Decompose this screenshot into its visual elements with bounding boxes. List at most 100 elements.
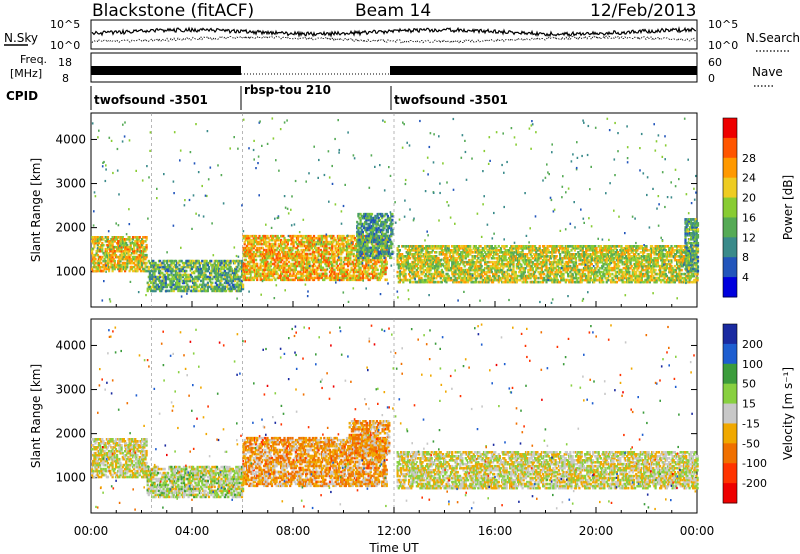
range-cell [215, 283, 219, 287]
range-cell [268, 246, 271, 250]
range-cell [264, 268, 267, 272]
range-cell [181, 267, 184, 271]
range-cell [261, 258, 264, 262]
range-cell [99, 259, 102, 263]
range-cell [543, 272, 546, 276]
range-cell [204, 265, 207, 269]
range-cell [236, 281, 239, 285]
range-cell [285, 262, 288, 266]
range-cell [133, 261, 136, 265]
range-cell [302, 266, 305, 270]
range-cell [276, 256, 279, 260]
range-cell [309, 276, 312, 280]
range-cell [159, 265, 162, 269]
range-cell [238, 279, 241, 283]
noise-search-trace [91, 35, 697, 44]
range-cell [230, 279, 233, 283]
range-cell [218, 259, 221, 263]
range-cell [92, 259, 95, 263]
range-cell [317, 248, 320, 252]
range-cell [294, 274, 297, 278]
range-cell [114, 245, 118, 249]
range-cell [286, 274, 289, 278]
range-cell [184, 285, 187, 289]
range-cell [574, 253, 578, 256]
range-cell [301, 278, 304, 282]
range-cell [184, 273, 187, 277]
range-cell [309, 242, 312, 246]
range-cell [284, 238, 287, 242]
range-cell [189, 285, 192, 289]
range-cell [295, 262, 299, 266]
range-cell [298, 262, 301, 266]
range-cell [250, 240, 253, 244]
range-cell [293, 252, 296, 256]
range-cell [129, 267, 132, 271]
range-cell [301, 264, 304, 268]
range-cell [113, 236, 116, 239]
range-cell [300, 262, 303, 266]
range-cell [193, 283, 196, 287]
range-cell [312, 242, 316, 246]
range-cell [152, 281, 155, 285]
range-cell [268, 248, 271, 252]
range-cell [449, 276, 453, 280]
range-cell [283, 276, 286, 280]
range-cell [195, 267, 198, 271]
range-cell [193, 263, 196, 267]
range-cell [185, 279, 188, 283]
range-cell [314, 276, 317, 280]
range-cell [267, 276, 270, 280]
range-cell [278, 256, 282, 260]
range-cell [220, 277, 223, 281]
range-cell [187, 261, 190, 265]
range-cell [281, 276, 284, 280]
range-cell [172, 279, 175, 283]
range-cell [255, 274, 258, 278]
range-cell [211, 267, 214, 271]
range-cell [234, 273, 237, 277]
range-cell [152, 275, 155, 279]
y-tick-label: 4000 [55, 132, 86, 146]
range-cell [206, 263, 209, 267]
range-cell [157, 285, 161, 289]
range-cell [447, 274, 450, 278]
range-cell [184, 287, 187, 291]
range-cell [103, 253, 106, 257]
range-cell [194, 275, 197, 279]
range-cell [160, 289, 163, 293]
range-cell [120, 269, 123, 273]
range-cell [259, 250, 262, 254]
range-cell [196, 261, 199, 265]
range-cell [222, 267, 225, 271]
range-cell [214, 277, 217, 281]
range-cell [179, 287, 182, 291]
range-cell [283, 266, 286, 270]
range-cell [104, 249, 107, 253]
range-cell [284, 256, 287, 260]
range-cell [170, 263, 173, 267]
range-cell [284, 250, 287, 254]
range-cell [217, 265, 220, 269]
range-cell [177, 261, 180, 265]
range-cell [298, 250, 301, 254]
range-cell [333, 268, 336, 272]
range-cell [197, 277, 200, 281]
range-cell [142, 236, 145, 239]
range-cell [164, 265, 167, 269]
range-cell [195, 287, 198, 291]
range-cell [121, 253, 124, 257]
range-cell [170, 273, 173, 277]
range-cell [243, 262, 246, 266]
range-cell [285, 244, 288, 248]
range-cell [227, 267, 230, 271]
range-cell [276, 252, 279, 256]
range-cell [274, 244, 277, 248]
range-cell [222, 277, 225, 281]
range-cell [138, 240, 141, 243]
range-cell [206, 275, 209, 279]
range-cell [287, 248, 291, 252]
range-cell [248, 248, 251, 252]
range-cell [561, 256, 564, 260]
range-cell [202, 273, 205, 277]
